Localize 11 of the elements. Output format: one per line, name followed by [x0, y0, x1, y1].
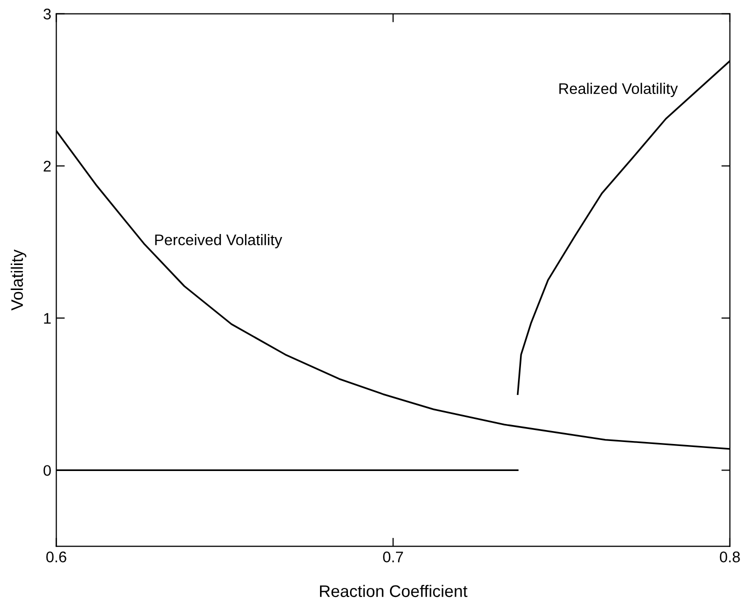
- y-tick-label: 1: [44, 313, 51, 324]
- y-tick-label: 3: [44, 8, 51, 20]
- y-axis-title: Volatility: [10, 249, 26, 311]
- x-tick-label: 0.6: [46, 552, 66, 562]
- y-tick-label: 2: [44, 160, 51, 172]
- x-tick-label: 0.7: [383, 552, 403, 562]
- y-tick-label: 0: [44, 465, 51, 476]
- x-tick-label: 0.8: [720, 552, 740, 562]
- annotation: Perceived Volatility: [155, 234, 282, 248]
- annotation: Realized Volatility: [559, 82, 678, 98]
- x-axis-title: Reaction Coefficient: [320, 584, 468, 598]
